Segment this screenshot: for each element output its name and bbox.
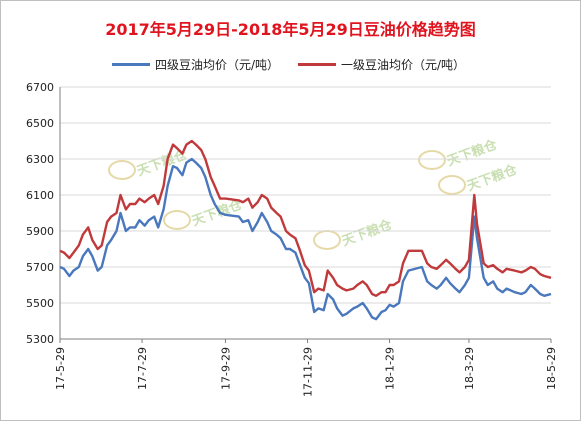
watermark-text: 天下粮仓 <box>340 216 395 249</box>
y-tick-labels: 5300 5500 5700 5900 6100 6300 6500 6700 <box>26 81 54 346</box>
x-tick-label: 17-7-29 <box>136 347 149 390</box>
x-tick-labels: 17-5-29 17-7-29 17-9-29 17-11-29 18-1-29 18-3… <box>54 347 558 397</box>
x-tick-label: 17-5-29 <box>54 347 67 390</box>
series-layer <box>59 139 552 321</box>
legend-swatch-series-2 <box>298 62 336 66</box>
watermark-logo: 天下粮仓 <box>418 136 500 170</box>
watermark-emblem <box>418 150 446 170</box>
watermark-emblem <box>438 175 466 195</box>
x-tick-label: 18-3-29 <box>463 347 476 390</box>
legend-label-series-2: 一级豆油均价（元/吨） <box>341 57 466 72</box>
watermark-emblem <box>108 160 136 180</box>
chart-title: 2017年5月29日-2018年5月29日豆油价格趋势图 <box>105 20 476 39</box>
watermark-emblem <box>313 230 341 250</box>
legend-swatch-series-1 <box>112 62 150 66</box>
watermark-text: 天下粮仓 <box>465 161 520 194</box>
y-tick-label: 5500 <box>26 297 54 310</box>
y-tick-label: 6700 <box>26 81 54 94</box>
watermark-logo: 天下粮仓 <box>163 196 245 230</box>
series-line-grade4 <box>59 157 552 321</box>
x-tick-label: 18-5-29 <box>545 347 558 390</box>
watermark-text: 天下粮仓 <box>445 136 500 169</box>
series-line-grade1 <box>59 139 552 297</box>
legend-item-series-2: 一级豆油均价（元/吨） <box>298 55 465 73</box>
y-tick-label: 5700 <box>26 261 54 274</box>
legend-label-series-1: 四级豆油均价（元/吨） <box>155 57 280 72</box>
legend: 四级豆油均价（元/吨） 一级豆油均价（元/吨） <box>0 55 581 73</box>
watermark-logo: 天下粮仓 <box>108 146 190 180</box>
watermark-emblem <box>163 210 191 230</box>
x-tick-label: 18-1-29 <box>384 347 397 390</box>
x-tick-label: 17-11-29 <box>302 347 315 397</box>
legend-item-series-1: 四级豆油均价（元/吨） <box>112 55 279 73</box>
x-tick-label: 17-9-29 <box>219 347 232 390</box>
y-tick-label: 5300 <box>26 333 54 346</box>
y-tick-label: 6500 <box>26 117 54 130</box>
y-tick-label: 6300 <box>26 153 54 166</box>
y-tick-label: 5900 <box>26 225 54 238</box>
axes-layer <box>59 87 552 343</box>
grid-layer <box>60 86 551 340</box>
watermark-logo: 天下粮仓 <box>313 216 395 250</box>
y-tick-label: 6100 <box>26 189 54 202</box>
